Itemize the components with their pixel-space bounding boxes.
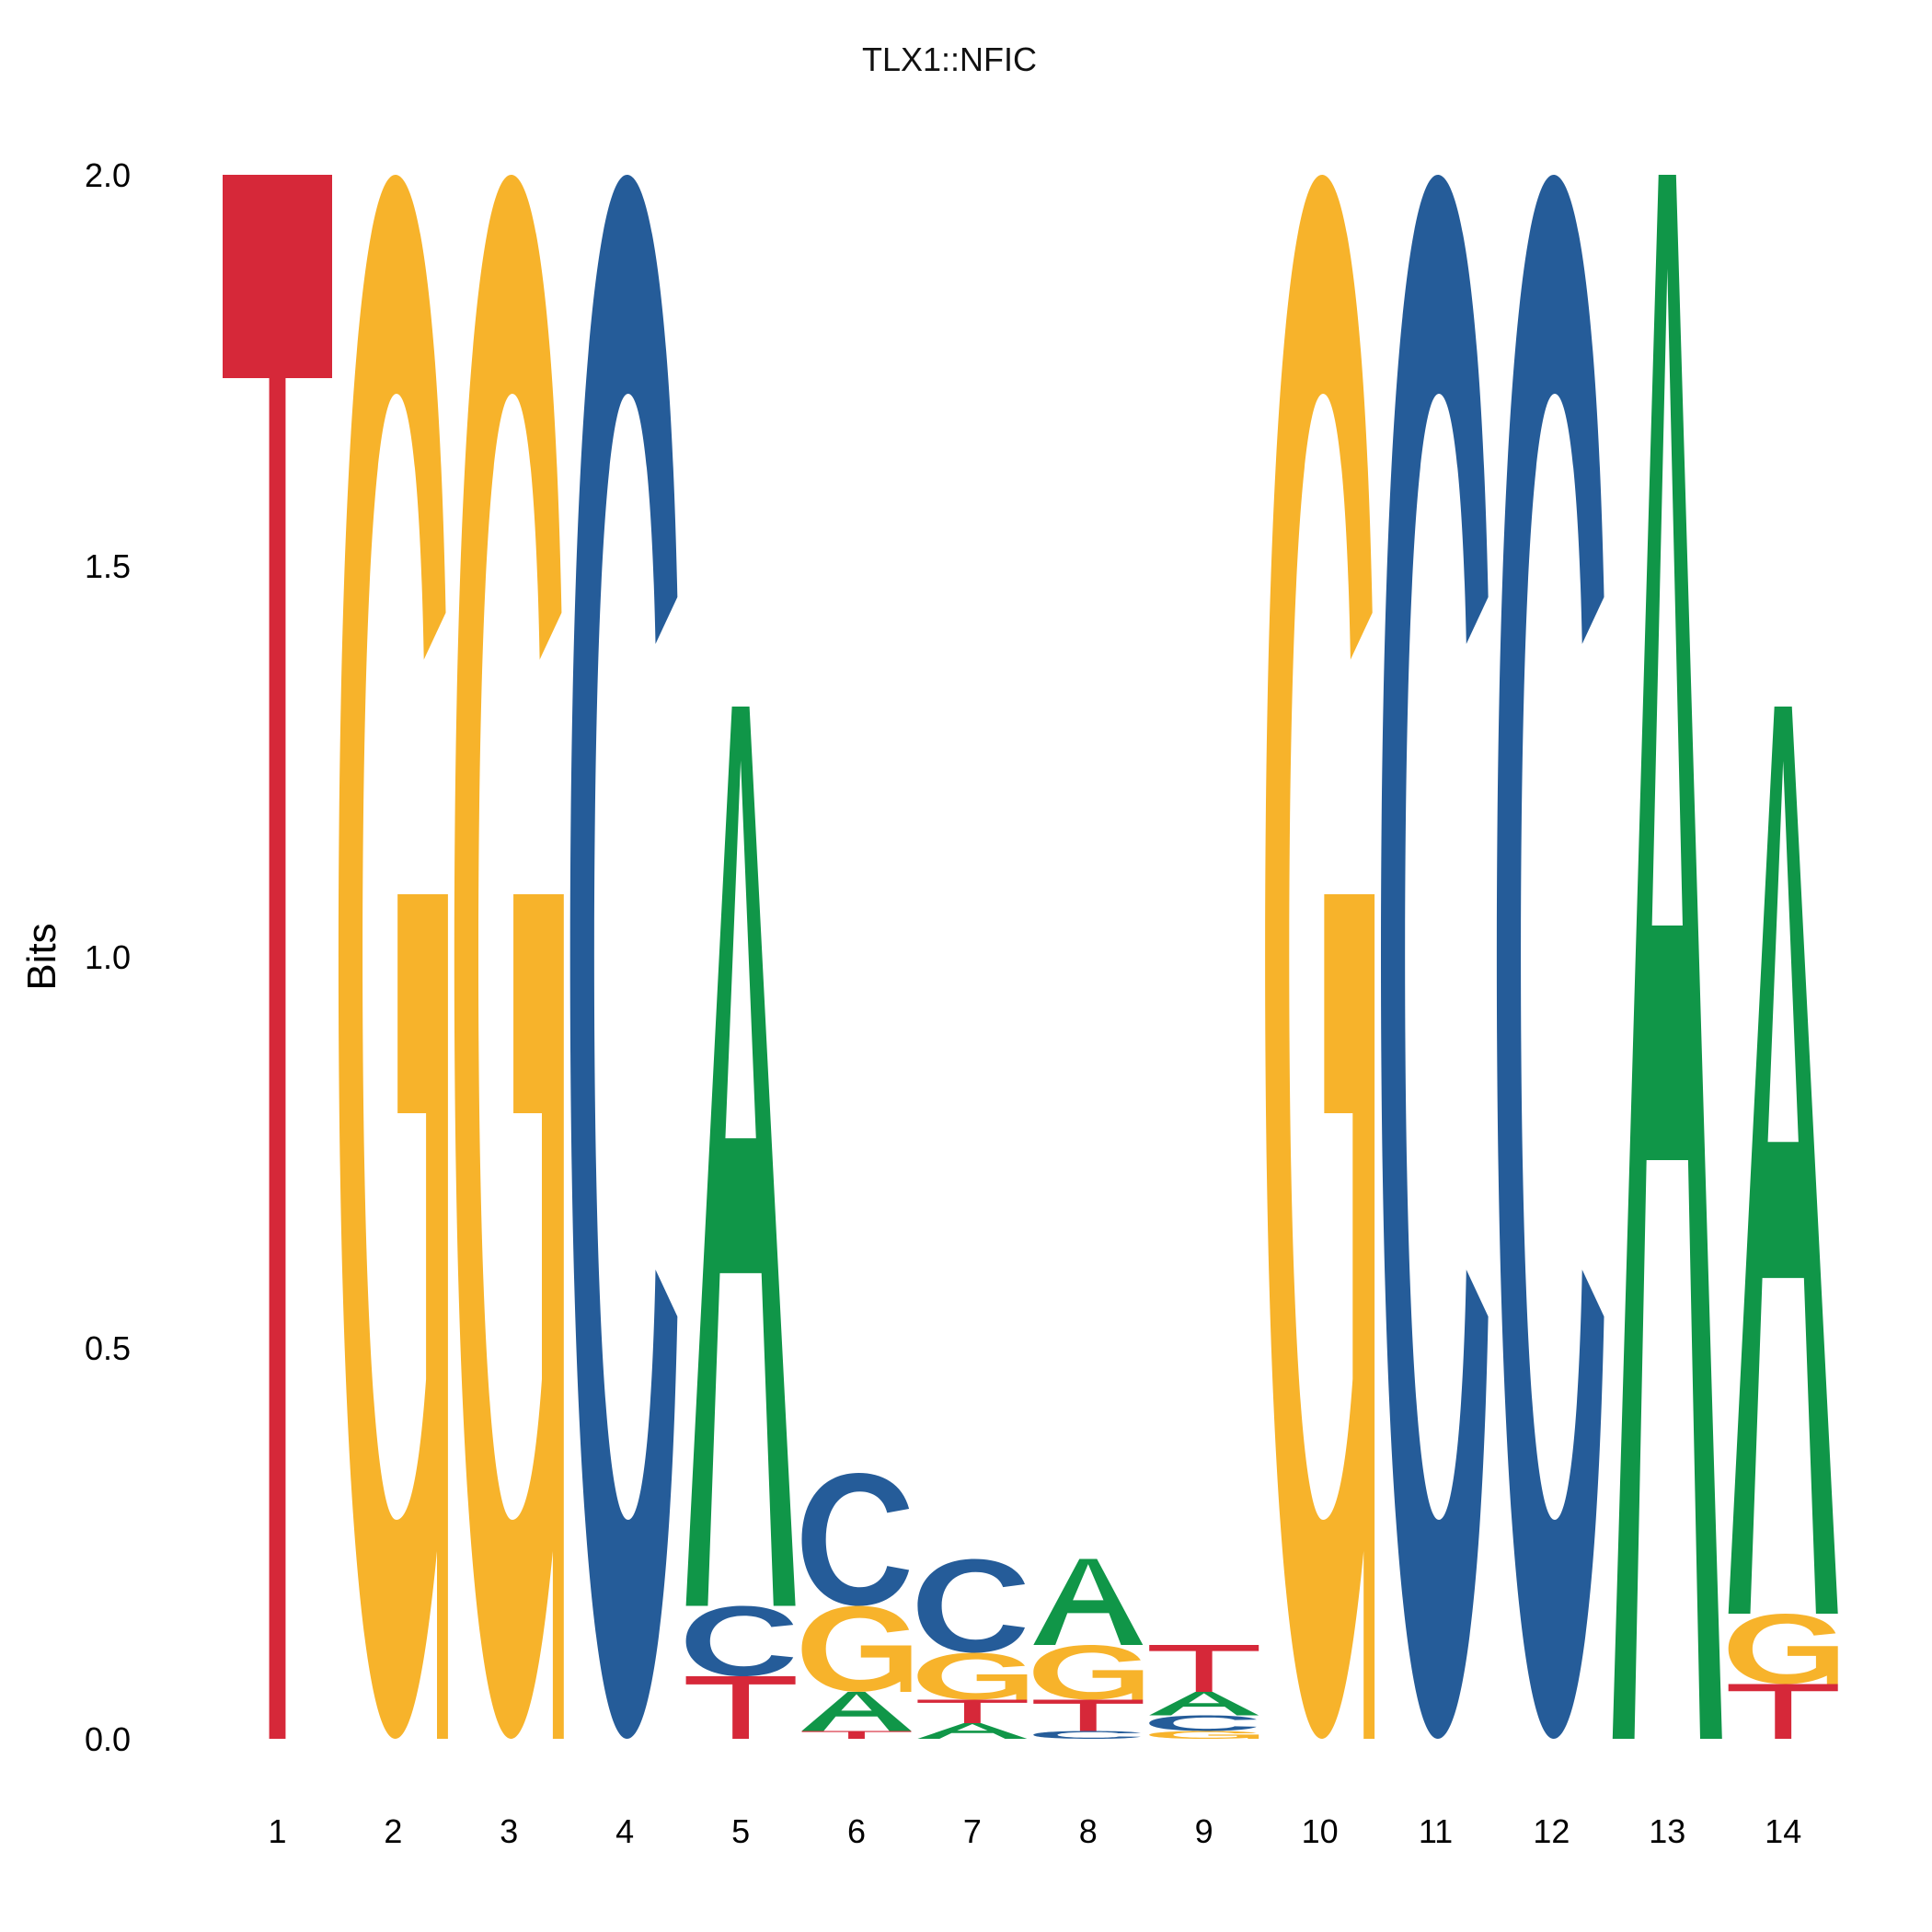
letter-G-pos-9 [1149,1731,1259,1739]
y-tick-label: 0.0 [85,1720,131,1758]
letter-C-pos-7 [917,1558,1026,1653]
letter-T-pos-7 [917,1699,1028,1723]
letter-G-pos-7 [917,1652,1028,1700]
letter-A-pos-13 [1612,175,1722,1739]
logo-letters [223,175,1838,1739]
x-tick-label: 9 [1195,1812,1213,1850]
letter-G-pos-8 [1033,1645,1144,1700]
x-tick-label: 10 [1302,1812,1339,1850]
x-tick-label: 4 [615,1812,634,1850]
letter-A-pos-6 [801,1692,912,1731]
x-tick-label: 1 [268,1812,286,1850]
letter-A-pos-14 [1728,707,1838,1614]
x-tick-label: 12 [1533,1812,1570,1850]
y-axis-ticks: 0.0 0.5 1.0 1.5 2.0 [85,156,131,1758]
letter-C-pos-6 [801,1473,910,1606]
y-tick-label: 1.5 [85,547,131,585]
letter-C-pos-8 [1033,1731,1141,1739]
letter-A-pos-7 [917,1723,1028,1739]
letter-T-pos-9 [1149,1645,1259,1692]
letter-G-pos-2 [338,175,448,1739]
letter-A-pos-8 [1033,1558,1144,1645]
y-axis-label: Bits [19,923,64,990]
x-axis-ticks: 1 2 3 4 5 6 7 8 9 10 11 12 13 14 [268,1812,1801,1850]
x-tick-label: 2 [384,1812,402,1850]
chart-title: TLX1::NFIC [862,40,1037,78]
letter-C-pos-4 [569,175,678,1739]
letter-T-pos-1 [223,175,332,1739]
letter-T-pos-14 [1728,1684,1838,1739]
x-tick-label: 13 [1649,1812,1685,1850]
y-tick-label: 1.0 [85,938,131,976]
letter-G-pos-3 [454,175,564,1739]
letter-C-pos-9 [1149,1715,1257,1731]
letter-G-pos-6 [801,1605,912,1692]
letter-G-pos-10 [1265,175,1375,1739]
x-tick-label: 7 [963,1812,982,1850]
letter-A-pos-5 [685,707,796,1606]
x-tick-label: 6 [847,1812,866,1850]
x-tick-label: 11 [1419,1812,1453,1850]
letter-C-pos-12 [1496,175,1604,1739]
x-tick-label: 8 [1079,1812,1098,1850]
letter-T-pos-5 [685,1676,796,1739]
x-tick-label: 14 [1765,1812,1801,1850]
x-tick-label: 5 [731,1812,750,1850]
letter-G-pos-14 [1728,1614,1838,1685]
letter-C-pos-5 [685,1605,794,1676]
letter-T-pos-8 [1033,1699,1144,1731]
letter-C-pos-11 [1381,175,1489,1739]
letter-A-pos-9 [1149,1692,1259,1716]
y-tick-label: 0.5 [85,1329,131,1367]
letter-T-pos-6 [801,1731,912,1739]
y-tick-label: 2.0 [85,156,131,194]
x-tick-label: 3 [500,1812,518,1850]
